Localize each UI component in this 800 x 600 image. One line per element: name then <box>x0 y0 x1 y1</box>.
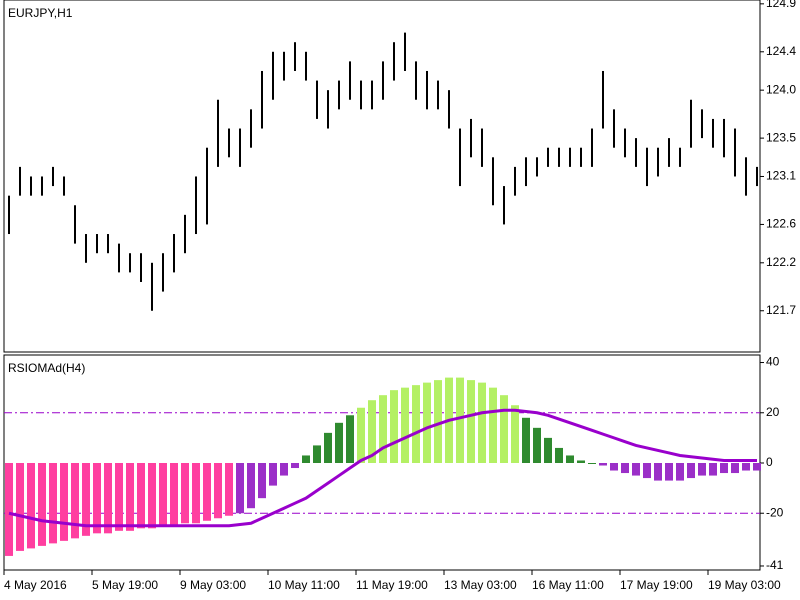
x-tick-label: 13 May 03:00 <box>444 578 517 592</box>
indicator-line <box>8 408 757 528</box>
histogram-bar <box>357 407 365 463</box>
histogram-bar <box>500 395 508 463</box>
histogram-bar <box>49 463 57 544</box>
y-tick-label: 40 <box>766 355 780 369</box>
histogram-bar <box>203 463 211 521</box>
histogram-bar <box>291 463 299 469</box>
histogram-bar <box>137 463 145 529</box>
histogram-bar <box>522 417 530 463</box>
histogram-bar <box>247 463 255 509</box>
y-tick-label: 124.4 <box>766 44 796 58</box>
histogram-bar <box>742 463 750 471</box>
histogram-bar <box>577 460 585 463</box>
y-tick-label: 123.5 <box>766 130 796 144</box>
histogram-bar <box>126 463 134 531</box>
histogram-bar <box>731 463 739 474</box>
histogram-bar <box>258 463 266 499</box>
histogram-bar <box>181 463 189 524</box>
histogram-bar <box>643 463 651 479</box>
x-tick-label: 5 May 19:00 <box>92 578 158 592</box>
histogram-bar <box>368 400 376 463</box>
y-tick-label: 123.1 <box>766 169 796 183</box>
histogram-bar <box>753 463 761 471</box>
x-tick-label: 10 May 11:00 <box>268 578 340 592</box>
histogram-bar <box>104 463 112 534</box>
y-tick-label: 124.9 <box>766 0 796 10</box>
y-tick-label: 121.7 <box>766 303 796 317</box>
histogram-bar <box>588 463 596 464</box>
histogram-bar <box>71 463 79 539</box>
price-title: EURJPY,H1 <box>8 6 73 20</box>
x-tick-label: 19 May 03:00 <box>708 578 781 592</box>
x-tick-label: 4 May 2016 <box>4 578 67 592</box>
y-tick-label: 122.2 <box>766 255 796 269</box>
histogram-bar <box>698 463 706 476</box>
histogram-bar <box>533 427 541 463</box>
histogram-bar <box>214 463 222 519</box>
histogram-bar <box>687 463 695 479</box>
y-tick-label: -41 <box>766 558 784 572</box>
x-tick-label: 11 May 19:00 <box>356 578 428 592</box>
y-tick-label: -20 <box>766 505 784 519</box>
histogram-bar <box>82 463 90 536</box>
y-tick-label: 122.6 <box>766 217 796 231</box>
histogram-bar <box>313 445 321 463</box>
histogram-bar <box>225 463 233 516</box>
histogram-bar <box>412 385 420 463</box>
histogram-bar <box>456 377 464 463</box>
histogram-bar <box>335 422 343 463</box>
histogram-bar <box>709 463 717 476</box>
y-tick-label: 0 <box>766 455 773 469</box>
histogram-bar <box>478 382 486 463</box>
histogram-bar <box>720 463 728 474</box>
histogram-bar <box>566 455 574 463</box>
histogram-bar <box>93 463 101 534</box>
histogram-bar <box>236 463 244 514</box>
histogram-bar <box>467 380 475 463</box>
histogram-bar <box>324 432 332 463</box>
histogram-bar <box>16 463 24 551</box>
histogram-bar <box>489 387 497 463</box>
histogram-bar <box>434 380 442 463</box>
x-tick-label: 17 May 19:00 <box>620 578 693 592</box>
histogram-bar <box>379 395 387 463</box>
histogram-bar <box>280 463 288 476</box>
histogram-bar <box>599 463 607 466</box>
histogram-bar <box>511 405 519 463</box>
histogram-bar <box>346 415 354 463</box>
histogram-bar <box>115 463 123 531</box>
indicator-title: RSIOMAd(H4) <box>8 361 85 375</box>
histogram-bar <box>60 463 68 541</box>
y-tick-label: 20 <box>766 405 780 419</box>
histogram-bar <box>401 387 409 463</box>
x-tick-label: 9 May 03:00 <box>180 578 246 592</box>
histogram-bar <box>555 447 563 463</box>
histogram-bar <box>610 463 618 471</box>
histogram-bar <box>665 463 673 481</box>
histogram-bar <box>159 463 167 526</box>
histogram-bar <box>5 463 13 556</box>
histogram-bar <box>170 463 178 526</box>
histogram-bar <box>302 455 310 463</box>
histogram-bar <box>390 390 398 463</box>
histogram-bar <box>676 463 684 481</box>
histogram-bar <box>269 463 277 486</box>
histogram-bar <box>632 463 640 476</box>
histogram-bar <box>544 437 552 463</box>
histogram-bar <box>423 382 431 463</box>
x-tick-label: 16 May 11:00 <box>532 578 604 592</box>
histogram-bar <box>27 463 35 549</box>
histogram-bar <box>621 463 629 474</box>
histogram-bar <box>654 463 662 481</box>
y-tick-label: 124.0 <box>766 82 796 96</box>
histogram-bar <box>192 463 200 524</box>
histogram-bar <box>148 463 156 529</box>
histogram-bar <box>38 463 46 546</box>
